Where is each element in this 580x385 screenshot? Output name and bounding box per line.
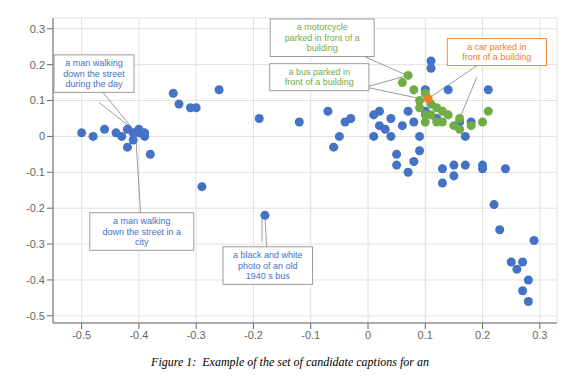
- svg-text:-0.4: -0.4: [26, 274, 45, 286]
- svg-text:0.3: 0.3: [30, 23, 45, 35]
- svg-text:0: 0: [365, 329, 371, 341]
- svg-text:0.1: 0.1: [30, 94, 45, 106]
- svg-text:0.3: 0.3: [532, 329, 547, 341]
- svg-text:a car parked infront of a buil: a car parked infront of a building: [462, 42, 531, 63]
- svg-text:0: 0: [39, 130, 45, 142]
- svg-text:-0.3: -0.3: [187, 329, 206, 341]
- svg-text:0.2: 0.2: [475, 329, 490, 341]
- svg-text:a bus parked infront of a buil: a bus parked infront of a building: [285, 67, 354, 87]
- svg-text:-0.1: -0.1: [26, 166, 45, 178]
- svg-text:-0.4: -0.4: [129, 329, 148, 341]
- svg-text:-0.2: -0.2: [244, 329, 263, 341]
- svg-text:-0.5: -0.5: [72, 329, 91, 341]
- svg-text:-0.2: -0.2: [26, 202, 45, 214]
- svg-text:0.1: 0.1: [418, 329, 433, 341]
- svg-text:-0.1: -0.1: [301, 329, 320, 341]
- svg-text:0.2: 0.2: [30, 59, 45, 71]
- svg-text:a man walkingdown the street i: a man walkingdown the street in acity: [102, 216, 181, 247]
- svg-text:a man walkingdown the streetdu: a man walkingdown the streetduring the d…: [63, 58, 125, 89]
- svg-text:-0.5: -0.5: [26, 310, 45, 322]
- svg-text:-0.3: -0.3: [26, 238, 45, 250]
- svg-text:a motorcycleparked in front of: a motorcycleparked in front of abuilding: [285, 22, 360, 53]
- svg-text:a black and whitephoto of an o: a black and whitephoto of an old1940 s b…: [233, 250, 303, 281]
- html-text:Figure 1: Example of the set o: Figure 1: Example of the set of candidat…: [151, 355, 429, 369]
